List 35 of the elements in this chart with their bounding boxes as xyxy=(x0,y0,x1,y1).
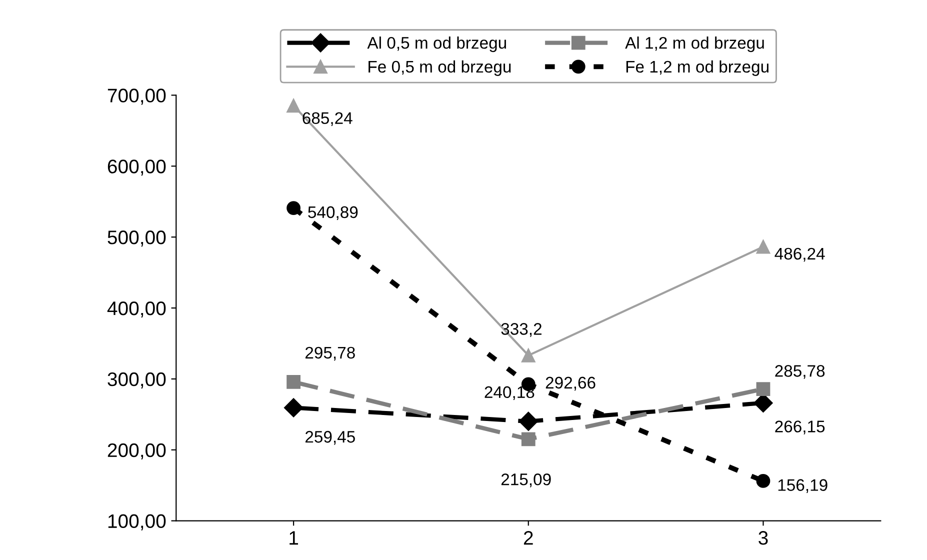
y-tick-label: 100,00 xyxy=(108,514,166,530)
data-label: 156,19 xyxy=(778,479,828,493)
x-tick-label: 1 xyxy=(290,531,298,545)
legend-label: Fe 0,5 m od brzegu xyxy=(368,60,511,76)
point xyxy=(521,432,536,446)
data-label: 333,2 xyxy=(501,323,542,337)
point xyxy=(518,412,538,431)
data-label: 259,45 xyxy=(306,430,355,445)
point xyxy=(286,374,300,389)
data-label: 215,09 xyxy=(501,474,551,488)
point xyxy=(521,348,536,362)
y-tick-label: 700,00 xyxy=(108,88,166,105)
data-label: 486,24 xyxy=(774,248,825,262)
point xyxy=(756,382,770,396)
point xyxy=(756,474,770,488)
x-tick-label: 2 xyxy=(524,531,533,545)
data-label: 292,66 xyxy=(546,376,596,391)
data-label: 295,78 xyxy=(306,346,355,361)
point xyxy=(286,98,300,113)
y-tick-label: 600,00 xyxy=(108,160,166,176)
data-label: 285,78 xyxy=(775,365,825,379)
data-label: 540,89 xyxy=(308,206,358,220)
point xyxy=(286,201,300,216)
legend-label: Al 0,5 m od brzegu xyxy=(367,36,506,52)
legend-label: Al 1,2 m od brzegu xyxy=(625,36,764,52)
data-label: 685,24 xyxy=(302,112,352,126)
y-tick-label: 200,00 xyxy=(108,443,166,460)
y-tick-label: 500,00 xyxy=(108,230,166,247)
x-tick-label: 3 xyxy=(758,531,768,545)
y-tick-label: 400,00 xyxy=(107,301,166,318)
point xyxy=(284,398,304,418)
y-tick-label: 300,00 xyxy=(108,372,166,388)
point xyxy=(756,240,770,254)
legend-label: Fe 1,2 m od brzegu xyxy=(626,60,768,76)
data-label: 266,15 xyxy=(775,420,825,434)
